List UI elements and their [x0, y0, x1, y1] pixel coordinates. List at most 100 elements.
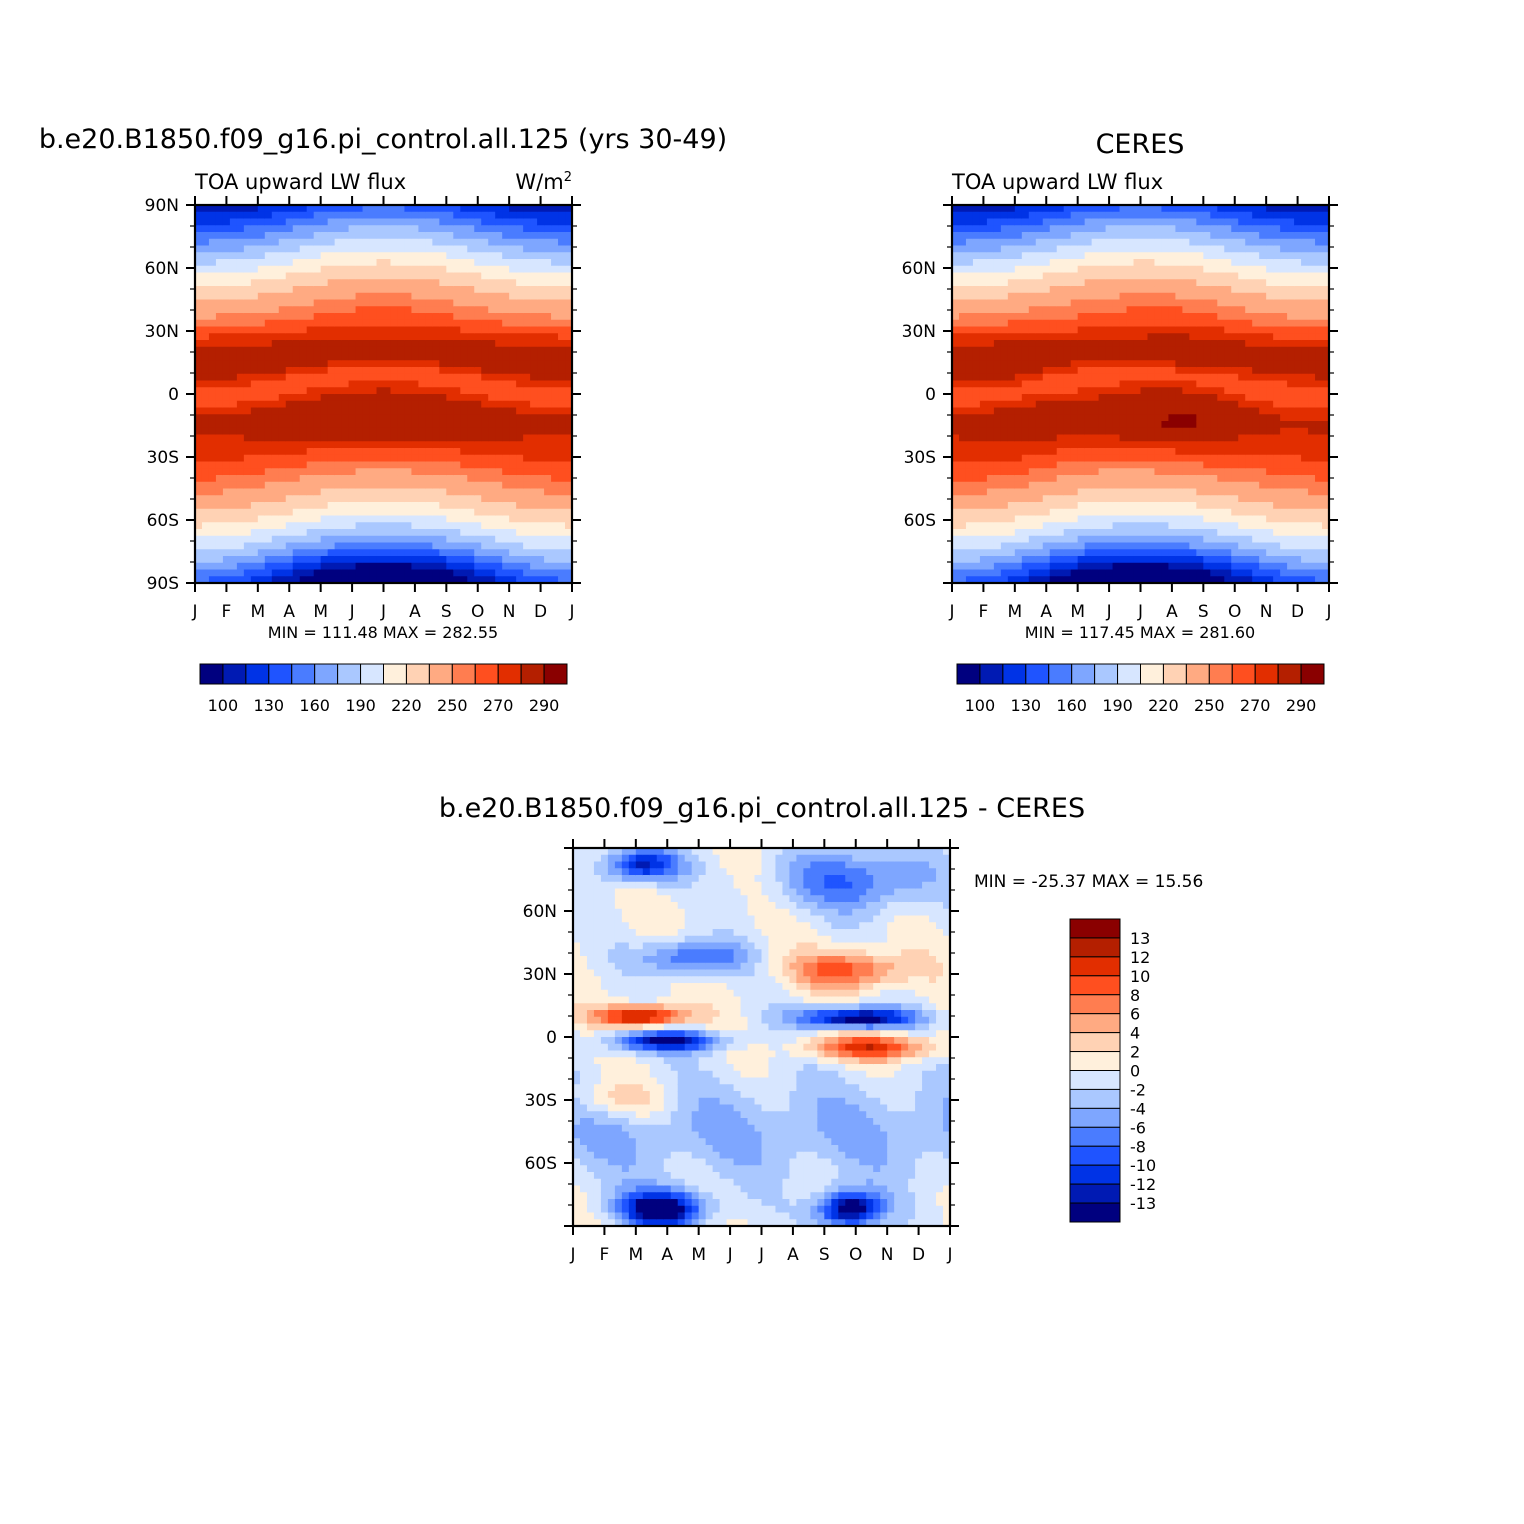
contour-cell: [229, 454, 238, 463]
contour-cell: [467, 502, 475, 510]
contour-cell: [509, 508, 517, 517]
contour-cell: [341, 502, 350, 510]
contour-cell: [1077, 346, 1086, 355]
contour-cell: [264, 542, 273, 550]
contour-cell: [1154, 353, 1163, 361]
contour-cell: [1091, 569, 1100, 577]
contour-cell: [1154, 340, 1163, 348]
contour-cell: [222, 441, 231, 449]
contour-cell: [1112, 468, 1121, 476]
contour-cell: [236, 475, 245, 483]
contour-cell: [1168, 448, 1177, 456]
contour-cell: [208, 468, 217, 476]
contour-cell: [986, 286, 995, 294]
contour-cell: [523, 238, 531, 247]
contour-cell: [208, 333, 217, 341]
contour-cell: [369, 461, 378, 469]
contour-cell: [1000, 502, 1009, 510]
contour-cell: [516, 549, 524, 557]
contour-cell: [516, 508, 524, 517]
contour-cell: [1119, 502, 1128, 510]
contour-cell: [215, 272, 224, 280]
contour-cell: [348, 259, 357, 267]
contour-cell: [404, 569, 413, 577]
contour-cell: [425, 481, 433, 490]
contour-cell: [1168, 360, 1177, 368]
contour-cell: [404, 522, 413, 530]
contour-cell: [1133, 535, 1142, 544]
contour-cell: [1133, 387, 1142, 395]
contour-cell: [1168, 576, 1177, 583]
contour-cell: [404, 468, 413, 476]
contour-cell: [1175, 427, 1183, 436]
contour-cell: [551, 313, 559, 321]
contour-cell: [1126, 569, 1135, 577]
contour-cell: [502, 434, 510, 442]
contour-cell: [502, 346, 510, 355]
contour-cell: [201, 475, 210, 483]
contour-cell: [1154, 421, 1163, 429]
contour-cell: [243, 211, 252, 220]
contour-cell: [1000, 225, 1009, 233]
contour-cell: [523, 360, 531, 368]
contour-cell: [1161, 468, 1170, 476]
contour-cell: [1168, 333, 1177, 341]
contour-cell: [376, 205, 385, 213]
contour-cell: [306, 387, 315, 395]
contour-cell: [411, 549, 420, 557]
contour-cell: [516, 461, 524, 469]
contour-cell: [952, 313, 960, 321]
contour-cell: [495, 502, 503, 510]
contour-cell: [1014, 333, 1023, 341]
contour-cell: [1098, 313, 1107, 321]
contour-cell: [355, 252, 364, 260]
contour-cell: [299, 286, 308, 294]
contour-cell: [355, 529, 364, 537]
contour-cell: [425, 306, 433, 314]
contour-cell: [1119, 454, 1128, 463]
contour-cell: [1070, 225, 1079, 233]
contour-cell: [390, 427, 399, 436]
contour-cell: [404, 346, 413, 355]
contour-cell: [1112, 299, 1121, 307]
contour-cell: [1077, 495, 1086, 503]
contour-cell: [390, 387, 399, 395]
contour-cell: [1105, 414, 1114, 422]
contour-cell: [1049, 225, 1058, 233]
contour-cell: [1035, 367, 1044, 375]
contour-cell: [243, 569, 252, 577]
contour-cell: [278, 400, 287, 409]
contour-cell: [397, 265, 406, 274]
contour-cell: [341, 238, 350, 247]
contour-cell: [327, 225, 336, 233]
contour-cell: [292, 286, 301, 294]
contour-cell: [993, 576, 1002, 583]
contour-cell: [411, 468, 420, 476]
contour-cell: [1154, 569, 1163, 577]
contour-cell: [195, 218, 203, 226]
contour-cell: [958, 272, 967, 280]
contour-cell: [488, 292, 496, 301]
contour-cell: [411, 421, 420, 429]
contour-cell: [1007, 549, 1016, 557]
contour-cell: [257, 461, 266, 469]
contour-cell: [362, 441, 371, 449]
contour-cell: [292, 535, 301, 544]
contour-cell: [1133, 407, 1142, 415]
contour-cell: [341, 306, 350, 314]
contour-cell: [544, 569, 552, 577]
contour-cell: [376, 556, 385, 564]
contour-cell: [215, 427, 224, 436]
contour-cell: [1098, 299, 1107, 307]
contour-cell: [1084, 448, 1093, 456]
contour-cell: [516, 380, 524, 388]
contour-cell: [411, 529, 420, 537]
contour-cell: [264, 272, 273, 280]
contour-cell: [558, 232, 566, 240]
contour-cell: [1000, 319, 1009, 328]
contour-cell: [1112, 502, 1121, 510]
contour-cell: [1028, 232, 1037, 240]
contour-cell: [1021, 265, 1030, 274]
contour-cell: [348, 232, 357, 240]
contour-cell: [236, 569, 245, 577]
